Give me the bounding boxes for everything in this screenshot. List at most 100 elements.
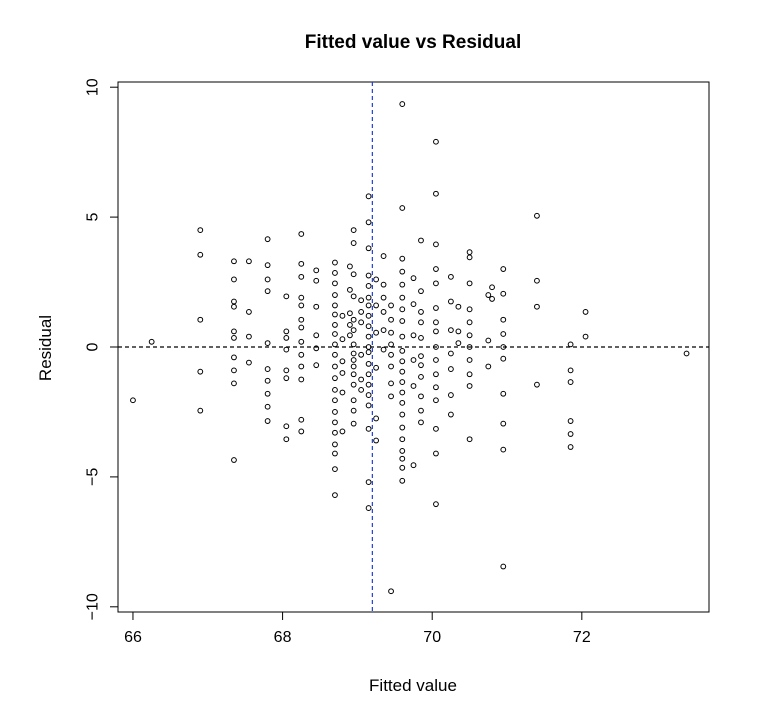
data-point xyxy=(373,276,379,283)
data-point xyxy=(399,464,406,471)
data-point xyxy=(466,332,473,339)
data-point xyxy=(489,296,495,302)
data-point xyxy=(433,425,439,432)
data-point xyxy=(448,298,454,305)
data-point xyxy=(350,371,357,378)
data-point xyxy=(567,444,574,450)
data-point xyxy=(455,303,462,310)
data-point xyxy=(365,392,372,398)
data-point xyxy=(399,455,406,462)
data-point xyxy=(582,309,589,315)
data-point xyxy=(433,450,439,457)
data-point xyxy=(231,380,237,387)
data-point xyxy=(399,333,406,340)
data-point xyxy=(332,280,338,287)
data-point xyxy=(350,327,357,334)
data-point xyxy=(455,340,462,347)
data-point xyxy=(339,389,346,396)
data-point xyxy=(347,263,353,270)
data-point xyxy=(399,268,406,275)
data-point xyxy=(264,403,271,410)
data-point xyxy=(380,346,387,353)
data-point xyxy=(313,303,320,310)
data-point xyxy=(365,312,372,319)
data-point xyxy=(433,357,439,363)
data-point xyxy=(418,335,424,341)
data-point xyxy=(388,329,394,336)
data-point xyxy=(534,277,540,284)
x-tick-label: 70 xyxy=(423,629,441,646)
data-point xyxy=(388,363,394,370)
data-point xyxy=(283,367,290,374)
data-point xyxy=(399,255,406,262)
y-tick-label: 10 xyxy=(85,78,102,96)
data-point xyxy=(358,351,365,358)
data-point xyxy=(466,254,473,261)
x-axis: 66 68 70 72 xyxy=(124,611,591,646)
data-point xyxy=(197,227,204,233)
data-point xyxy=(350,407,357,414)
data-point xyxy=(500,563,507,570)
data-point xyxy=(350,420,357,427)
data-point xyxy=(332,331,338,337)
data-point xyxy=(489,284,495,291)
data-point xyxy=(332,441,338,448)
data-point xyxy=(455,328,462,335)
data-point xyxy=(332,322,338,328)
data-point xyxy=(246,333,252,340)
data-point xyxy=(298,316,305,323)
data-point xyxy=(448,327,454,334)
data-point xyxy=(433,371,439,378)
data-point xyxy=(388,588,394,595)
data-point xyxy=(410,357,417,363)
data-point xyxy=(283,375,290,382)
data-point xyxy=(500,316,507,323)
data-point xyxy=(567,431,574,437)
data-point xyxy=(231,457,237,463)
data-point xyxy=(380,253,387,259)
data-point xyxy=(283,335,290,341)
data-point xyxy=(339,370,346,376)
data-point xyxy=(567,418,574,424)
data-point xyxy=(246,309,252,315)
data-point xyxy=(231,298,237,305)
data-point xyxy=(339,428,346,435)
data-point xyxy=(399,424,406,431)
data-point xyxy=(347,332,353,339)
data-point xyxy=(365,505,372,511)
data-point xyxy=(388,302,394,309)
y-axis-label: Residual xyxy=(36,315,55,381)
data-point xyxy=(332,375,338,382)
data-point xyxy=(448,350,454,357)
data-point xyxy=(418,353,424,359)
data-point xyxy=(332,341,338,348)
data-point xyxy=(298,273,305,280)
data-point xyxy=(347,286,353,293)
data-point xyxy=(418,309,424,315)
data-point xyxy=(231,276,237,283)
data-point xyxy=(231,328,237,335)
data-point xyxy=(388,341,394,348)
data-point xyxy=(298,231,305,237)
y-axis: −10 −5 0 5 10 xyxy=(85,78,119,620)
data-point xyxy=(130,397,136,404)
data-point xyxy=(231,367,237,374)
data-point xyxy=(332,419,338,426)
data-point xyxy=(298,351,305,358)
data-point xyxy=(534,303,540,310)
data-point xyxy=(350,397,357,404)
data-point xyxy=(298,294,305,301)
data-point xyxy=(350,381,357,388)
data-point xyxy=(264,262,271,269)
data-point xyxy=(500,331,507,337)
data-point xyxy=(332,351,338,358)
data-point xyxy=(264,366,271,372)
data-point xyxy=(332,292,338,298)
data-point xyxy=(380,281,387,288)
data-point xyxy=(313,345,320,352)
data-point xyxy=(365,425,372,432)
data-point xyxy=(418,319,424,326)
data-point xyxy=(380,327,387,334)
data-point xyxy=(283,328,290,335)
data-point xyxy=(231,303,237,310)
